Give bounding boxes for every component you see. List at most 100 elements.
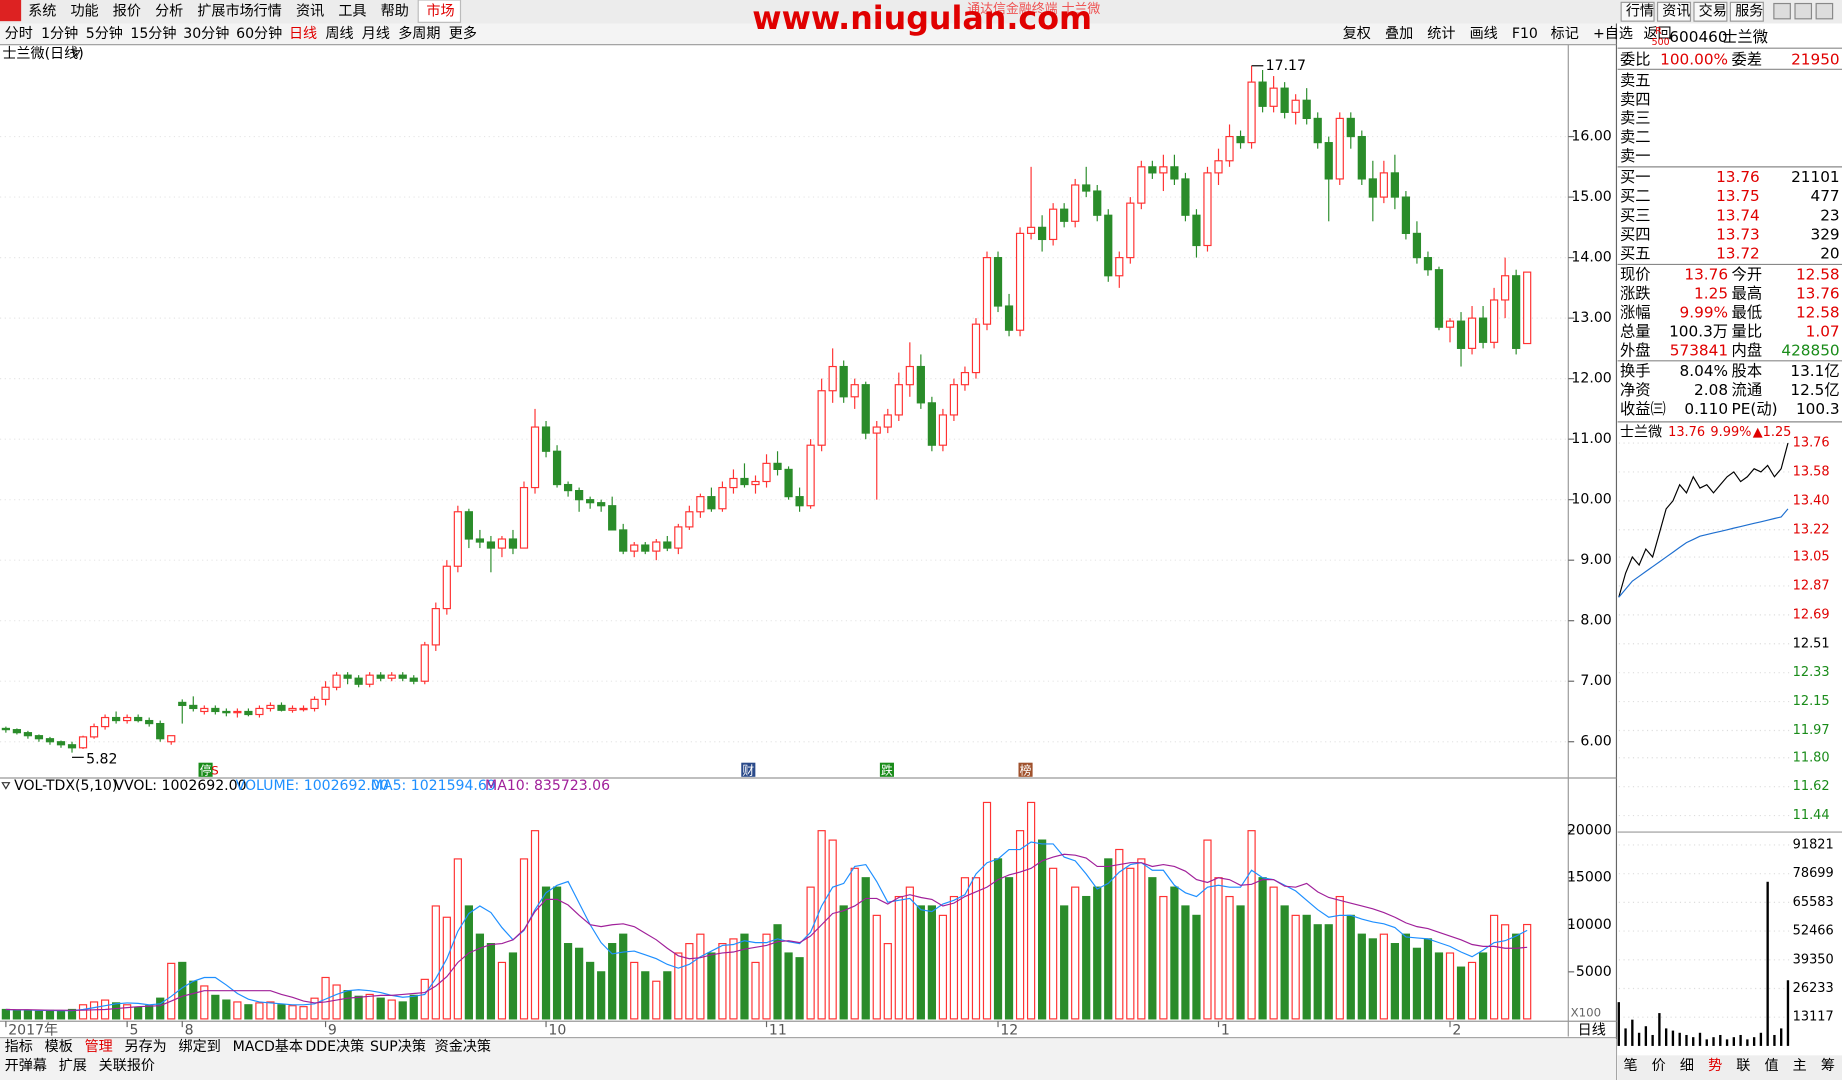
y-tick-label: 13.76 [1793,436,1830,451]
event-mark[interactable]: 跌 [881,763,893,777]
period-tab[interactable]: 月线 [362,26,390,42]
panel-button[interactable] [1620,1,1655,22]
panel-button[interactable] [1693,1,1728,22]
tool-button[interactable]: 复权 [1343,25,1371,42]
volume-bar [773,924,782,1020]
period-tab[interactable]: 周线 [325,26,353,42]
tool-button[interactable]: 统计 [1427,26,1455,42]
period-tab[interactable]: 15分钟 [130,25,176,42]
period-tab[interactable]: 多周期 [398,25,440,42]
volume-bar [663,971,672,1020]
bottom-tab[interactable]: 管理 [85,1039,113,1055]
volume-bar [1501,924,1510,1020]
period-tab[interactable]: 5分钟 [86,25,123,42]
panel-tab[interactable]: 笔 [1623,1058,1637,1074]
bottom-tab[interactable]: MACD基本 [233,1038,303,1055]
candle-body [277,704,286,711]
volume-bar [56,1010,66,1020]
tool-button[interactable]: +自选 [1593,26,1633,42]
bottom-tab[interactable]: 开弹幕 [5,1058,47,1074]
panel-tab[interactable]: 细 [1680,1058,1694,1074]
stat-value: 573841 [1670,342,1728,360]
panel-button[interactable] [1729,1,1764,22]
menu-item[interactable]: 市场 [426,3,454,20]
panel-tab[interactable]: 势 [1708,1058,1722,1074]
close[interactable] [1815,2,1834,20]
bottom-tab[interactable]: 另存为 [125,1039,167,1055]
menu-item[interactable]: 功能 [70,4,98,20]
bottom-tab[interactable]: DDE决策 [305,1038,364,1055]
panel-tab[interactable]: 值 [1764,1058,1778,1074]
volume-bar [365,993,374,1020]
tool-button[interactable]: 叠加 [1385,26,1413,42]
panel-tab[interactable]: 联 [1736,1058,1750,1074]
candle-body [960,371,970,386]
event-mark[interactable]: 榜 [1020,763,1032,777]
period-tab[interactable]: 1分钟 [41,25,78,42]
volume-bar [575,947,584,1020]
x-tick-label: 8 [185,1023,194,1039]
panel-button[interactable] [1656,1,1692,22]
menu-item[interactable]: 报价 [113,4,141,20]
event-mark[interactable]: 财 [742,763,754,777]
candle-body [530,426,540,489]
period-tab[interactable]: 日线 [289,26,317,42]
bottom-tab[interactable]: SUP决策 [370,1038,426,1055]
menu-item[interactable]: 系统 [28,4,56,20]
bottom-tab[interactable]: 关联报价 [99,1058,155,1074]
panel-button-label[interactable]: 行情 [1626,4,1654,20]
volume-bar [409,994,418,1020]
candle-body [608,505,617,531]
stat-label: 最低 [1732,304,1763,322]
event-box [1018,762,1033,777]
period-tab[interactable]: 30分钟 [183,25,229,42]
tab-bar [1617,1055,1842,1080]
tool-button[interactable]: 标记 [1551,26,1579,42]
minimize[interactable] [1773,2,1791,20]
volume-bar [1467,961,1477,1020]
panel-tab[interactable]: 筹 [1821,1057,1835,1074]
title-toggle[interactable] [71,49,81,58]
volume-bar [376,997,385,1020]
panel-button-label[interactable]: 服务 [1735,4,1763,20]
volume-bar [1412,947,1422,1020]
candle-body [508,538,518,549]
menu-item[interactable]: 分析 [155,4,183,20]
intraday-volume-bar [1732,1037,1736,1046]
volume-bar [288,1005,297,1020]
volume-bar [464,905,473,1020]
intraday-volume-bar [1664,1028,1668,1046]
period-tab[interactable]: 分时 [5,26,33,42]
bottom-tab[interactable]: 绑定到 [179,1039,221,1055]
panel-button-label[interactable]: 交易 [1699,3,1727,20]
menu-item[interactable]: 资讯 [296,4,324,20]
candle-body [1192,214,1201,247]
tool-button[interactable]: F10 [1512,26,1538,42]
menu-item[interactable]: 工具 [338,4,366,20]
maximize[interactable] [1794,2,1813,20]
intraday-volume-bar [1780,1028,1783,1046]
bottom-tab[interactable]: 资金决策 [435,1038,491,1055]
event-mark[interactable]: 停 [200,763,212,777]
panel-tab[interactable]: 价 [1652,1058,1666,1074]
y-tick-label: 11.97 [1793,723,1830,738]
indicator-toggle[interactable] [1,782,11,790]
period-tab[interactable]: 更多 [449,25,477,42]
candle-body [993,257,1003,307]
menu-item[interactable]: 扩展市场行情 [197,3,281,20]
unit-label: X100 [1571,1006,1601,1020]
tool-button[interactable]: 返回 [1643,26,1671,42]
bottom-tab[interactable]: 指标 [5,1039,33,1055]
tool-button[interactable]: 画线 [1470,26,1498,42]
panel-button-label[interactable]: 资讯 [1662,4,1690,20]
menu-item[interactable]: 帮助 [381,4,409,20]
volume-bar [145,1005,154,1020]
panel-tab[interactable]: 主 [1793,1058,1807,1074]
volume-bar [78,1004,88,1020]
bottom-tab[interactable]: 模板 [45,1039,73,1055]
period-tab[interactable]: 60分钟 [236,25,282,42]
y-tick-label: 11.62 [1793,779,1830,794]
indicator-legend: VOLUME: 1002692.00 [236,778,389,794]
bottom-tab[interactable]: 扩展 [59,1058,87,1074]
event-mark[interactable]: S [211,763,218,777]
